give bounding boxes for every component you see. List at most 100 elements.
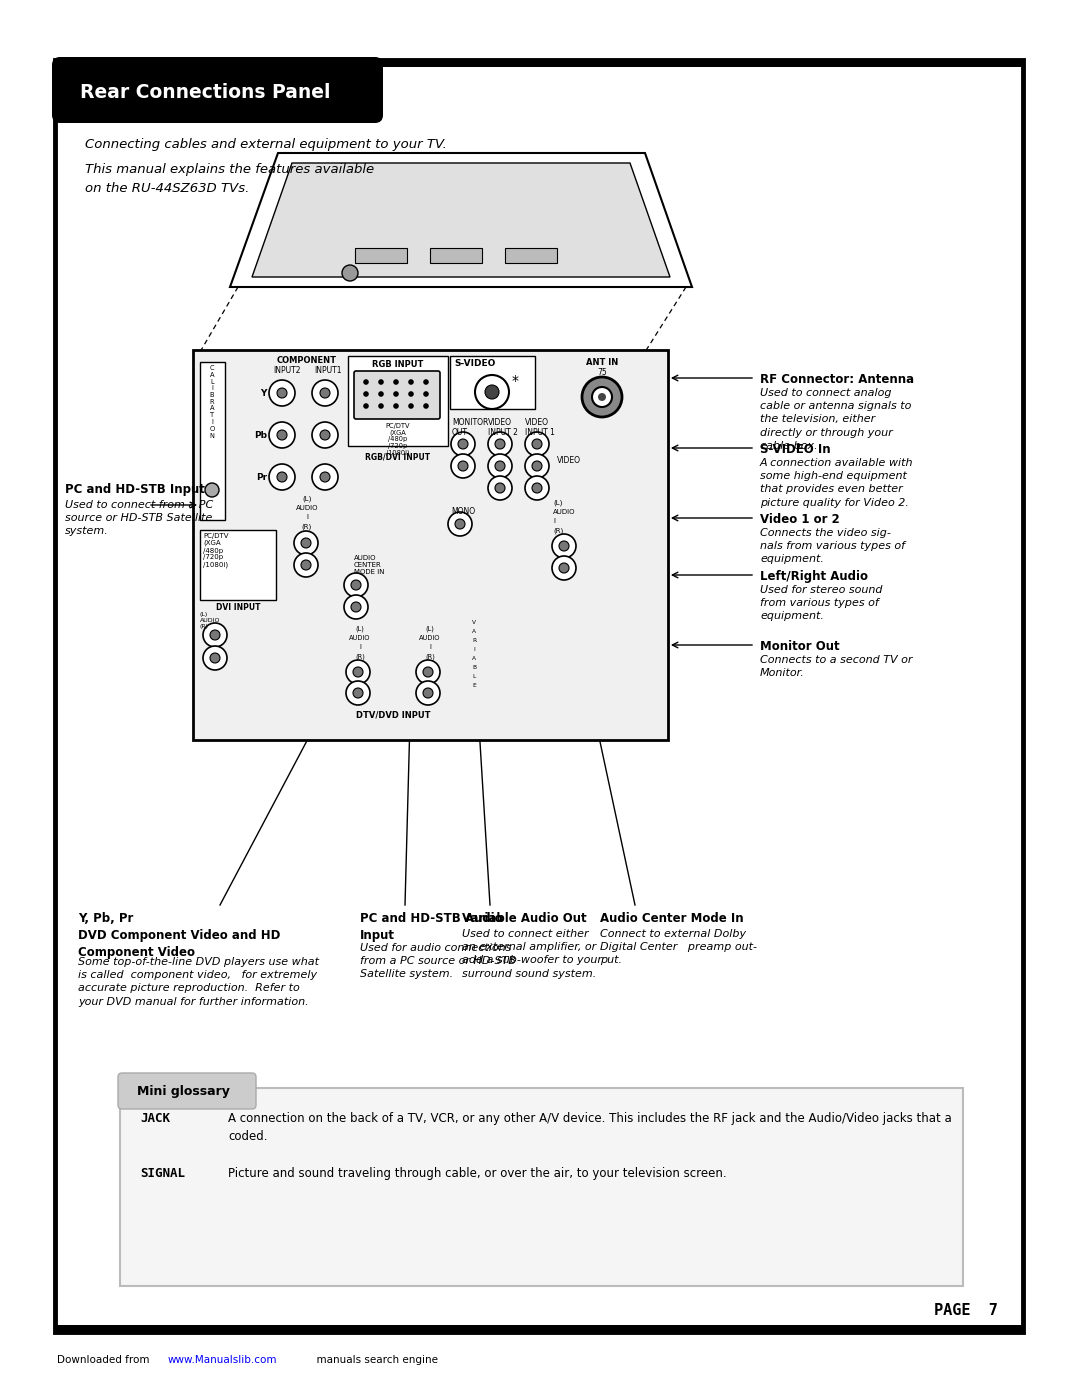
Circle shape xyxy=(532,483,542,493)
Text: S-VIDEO: S-VIDEO xyxy=(454,359,496,367)
FancyBboxPatch shape xyxy=(354,372,440,419)
Circle shape xyxy=(393,391,399,397)
Text: Connecting cables and external equipment to your TV.: Connecting cables and external equipment… xyxy=(85,138,447,151)
Bar xyxy=(55,60,1023,67)
Text: (L)
AUDIO
(R): (L) AUDIO (R) xyxy=(200,612,220,629)
Text: ANT IN: ANT IN xyxy=(585,358,618,367)
Text: Monitor Out: Monitor Out xyxy=(760,640,839,652)
Circle shape xyxy=(269,464,295,490)
Text: Used for stereo sound
from various types of
equipment.: Used for stereo sound from various types… xyxy=(760,585,882,622)
Text: I: I xyxy=(306,514,308,520)
Text: PC and HD-STB Input: PC and HD-STB Input xyxy=(65,483,205,496)
Text: JACK: JACK xyxy=(140,1112,170,1125)
Circle shape xyxy=(495,439,505,448)
Text: Left/Right Audio: Left/Right Audio xyxy=(760,570,868,583)
Text: S-VIDEO In: S-VIDEO In xyxy=(760,443,831,455)
Circle shape xyxy=(378,379,383,384)
Text: INPUT1: INPUT1 xyxy=(314,366,341,374)
Text: Some top-of-the-line DVD players use what
is called  component video,   for extr: Some top-of-the-line DVD players use wha… xyxy=(78,957,319,1007)
FancyBboxPatch shape xyxy=(52,57,383,123)
Text: AUDIO: AUDIO xyxy=(419,636,441,641)
Circle shape xyxy=(559,563,569,573)
Text: AUDIO: AUDIO xyxy=(553,509,576,515)
Text: A connection available with
some high-end equipment
that provides even better
pi: A connection available with some high-en… xyxy=(760,458,914,507)
Circle shape xyxy=(455,520,465,529)
Circle shape xyxy=(495,461,505,471)
Circle shape xyxy=(485,386,499,400)
Circle shape xyxy=(592,387,612,407)
Text: Connects the video sig-
nals from various types of
equipment.: Connects the video sig- nals from variou… xyxy=(760,528,905,564)
Circle shape xyxy=(301,538,311,548)
Bar xyxy=(200,362,225,520)
Circle shape xyxy=(353,666,363,678)
Circle shape xyxy=(312,422,338,448)
Text: MONO: MONO xyxy=(451,507,475,515)
Circle shape xyxy=(552,534,576,557)
Circle shape xyxy=(269,380,295,407)
Text: PC and HD-STB Audio
Input: PC and HD-STB Audio Input xyxy=(360,912,502,942)
Text: A: A xyxy=(472,657,476,661)
Circle shape xyxy=(363,379,368,384)
Text: Audio Center Mode In: Audio Center Mode In xyxy=(600,912,744,925)
Text: Y: Y xyxy=(260,388,267,398)
Text: Rear Connections Panel: Rear Connections Panel xyxy=(80,84,330,102)
Text: DTV/DVD INPUT: DTV/DVD INPUT xyxy=(355,710,430,719)
Circle shape xyxy=(345,573,368,597)
Circle shape xyxy=(525,432,549,455)
Circle shape xyxy=(294,531,318,555)
Text: A: A xyxy=(472,629,476,634)
Circle shape xyxy=(210,652,220,664)
Text: (R): (R) xyxy=(426,652,435,659)
Circle shape xyxy=(363,391,368,397)
Text: Downloaded from: Downloaded from xyxy=(57,1355,152,1365)
Text: AUDIO: AUDIO xyxy=(349,636,370,641)
Circle shape xyxy=(312,464,338,490)
Text: R: R xyxy=(472,638,476,643)
Circle shape xyxy=(416,659,440,685)
Text: B: B xyxy=(472,665,476,671)
Circle shape xyxy=(488,454,512,478)
Text: PC/DTV
(XGA
/480p
/720p
/1080i): PC/DTV (XGA /480p /720p /1080i) xyxy=(386,423,410,455)
Text: SIGNAL: SIGNAL xyxy=(140,1166,185,1180)
Text: AUDIO
CENTER
MODE IN: AUDIO CENTER MODE IN xyxy=(354,555,384,576)
Text: Mini glossary: Mini glossary xyxy=(137,1085,230,1098)
Circle shape xyxy=(448,511,472,536)
Circle shape xyxy=(346,680,370,705)
Circle shape xyxy=(532,461,542,471)
Bar xyxy=(55,1324,1023,1331)
Text: INPUT2: INPUT2 xyxy=(273,366,300,374)
Text: manuals search engine: manuals search engine xyxy=(310,1355,438,1365)
Circle shape xyxy=(351,580,361,590)
Circle shape xyxy=(423,687,433,698)
Circle shape xyxy=(353,687,363,698)
Bar xyxy=(450,356,535,409)
Text: VIDEO
INPUT 1: VIDEO INPUT 1 xyxy=(525,418,555,437)
Text: This manual explains the features available
on the RU-44SZ63D TVs.: This manual explains the features availa… xyxy=(85,163,374,196)
Circle shape xyxy=(458,439,468,448)
Circle shape xyxy=(582,377,622,416)
Text: *: * xyxy=(512,374,518,388)
Text: (L): (L) xyxy=(302,496,312,503)
Circle shape xyxy=(451,454,475,478)
Text: Used to connect either
an external amplifier, or
add a sub-woofer to your
surrou: Used to connect either an external ampli… xyxy=(462,929,602,979)
Circle shape xyxy=(416,680,440,705)
Text: 75: 75 xyxy=(597,367,607,377)
Circle shape xyxy=(312,380,338,407)
Circle shape xyxy=(423,391,429,397)
Circle shape xyxy=(378,404,383,409)
Text: I: I xyxy=(553,518,555,524)
Circle shape xyxy=(393,379,399,384)
Text: RF Connector: Antenna: RF Connector: Antenna xyxy=(760,373,914,386)
Text: MONITOR
OUT: MONITOR OUT xyxy=(453,418,488,437)
Circle shape xyxy=(320,388,330,398)
Text: Picture and sound traveling through cable, or over the air, to your television s: Picture and sound traveling through cabl… xyxy=(228,1166,727,1180)
Circle shape xyxy=(342,265,357,281)
Circle shape xyxy=(408,404,414,409)
Circle shape xyxy=(475,374,509,409)
Text: VIDEO: VIDEO xyxy=(557,455,581,465)
Text: www.Manualslib.com: www.Manualslib.com xyxy=(168,1355,278,1365)
Circle shape xyxy=(378,391,383,397)
Circle shape xyxy=(276,430,287,440)
Bar xyxy=(430,249,482,263)
Text: (R): (R) xyxy=(355,652,365,659)
